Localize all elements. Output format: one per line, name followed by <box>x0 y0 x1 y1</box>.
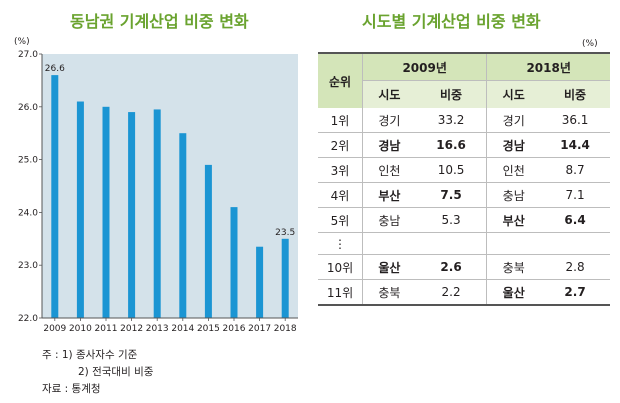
region-2009-cell: 충북 <box>361 279 416 306</box>
region-2018-cell: 인천 <box>486 157 541 183</box>
share-2009-cell: 2.2 <box>415 279 487 306</box>
share-2009-cell: 2.6 <box>415 254 487 280</box>
table-row: ⋮ <box>318 232 610 255</box>
share-2009-cell: 33.2 <box>415 108 487 133</box>
region-2018-cell: 울산 <box>486 279 541 306</box>
bar-2013 <box>153 109 161 318</box>
x-tick-label: 2017 <box>248 324 271 334</box>
share-2009-cell: 10.5 <box>415 157 487 183</box>
table-row: 11위 충북 2.2 울산 2.7 <box>318 279 610 306</box>
rank-header: 순위 <box>318 52 363 108</box>
share-2009-cell: 16.6 <box>415 132 487 158</box>
table-row: 3위 인천 10.5 인천 8.7 <box>318 157 610 183</box>
region-2009-cell: 충남 <box>361 207 416 233</box>
bar-2018 <box>281 238 289 318</box>
share-2009-cell: 7.5 <box>415 182 487 208</box>
share-2018-cell: 14.4 <box>540 132 610 158</box>
rank-cell: 5위 <box>318 207 363 233</box>
chart-unit: (%) <box>14 37 30 47</box>
x-tick-label: 2013 <box>146 324 169 334</box>
data-label: 26.6 <box>45 64 65 74</box>
region-2009-cell: 부산 <box>361 182 416 208</box>
x-tick-label: 2010 <box>69 324 92 334</box>
region-2018-cell: 부산 <box>486 207 541 233</box>
rank-cell: 2위 <box>318 132 363 158</box>
note-2: 2) 전국대비 비중 <box>78 366 154 378</box>
source-note: 자료 : 통계청 <box>42 383 101 395</box>
x-tick-label: 2015 <box>197 324 220 334</box>
table-unit: (%) <box>582 39 598 49</box>
rank-cell: 4위 <box>318 182 363 208</box>
region-2009-cell: 경남 <box>361 132 416 158</box>
region-2009-cell <box>361 232 416 255</box>
share-2018-cell <box>540 232 610 255</box>
y-tick-label: 23.0 <box>18 261 38 271</box>
rank-cell: 1위 <box>318 108 363 133</box>
year-header-2018: 2018년 <box>486 52 610 81</box>
share-2009-cell <box>415 232 487 255</box>
rank-table: 순위 2009년 2018년 시도 비중 시도 비중 1위 경기 33.2 경기 36.… <box>318 52 610 306</box>
bar-2017 <box>256 246 264 318</box>
plot-background <box>42 54 298 318</box>
y-tick-label: 22.0 <box>18 314 38 324</box>
share-2018-cell: 36.1 <box>540 108 610 133</box>
rank-cell: 10위 <box>318 254 363 280</box>
rank-cell: 3위 <box>318 157 363 183</box>
x-tick-label: 2009 <box>43 324 66 334</box>
bar-2012 <box>128 112 136 318</box>
y-tick-label: 26.0 <box>18 103 38 113</box>
table-row: 10위 울산 2.6 충북 2.8 <box>318 254 610 280</box>
table-row: 2위 경남 16.6 경남 14.4 <box>318 132 610 158</box>
share-2018-cell: 2.7 <box>540 279 610 306</box>
sub-header-share: 비중 <box>415 80 487 108</box>
sub-header-region: 시도 <box>361 80 416 108</box>
region-2018-cell: 경기 <box>486 108 541 133</box>
region-2009-cell: 울산 <box>361 254 416 280</box>
share-2018-cell: 8.7 <box>540 157 610 183</box>
bar-chart: 2009 26.6 2010 2011 2012 2013 2014 2015 2016 2017… <box>18 50 298 334</box>
bar-2014 <box>179 133 187 318</box>
region-2009-cell: 인천 <box>361 157 416 183</box>
x-tick-label: 2012 <box>120 324 143 334</box>
bar-2011 <box>102 106 110 318</box>
region-2018-cell: 충남 <box>486 182 541 208</box>
share-2018-cell: 2.8 <box>540 254 610 280</box>
table-row: 1위 경기 33.2 경기 36.1 <box>318 108 610 133</box>
y-tick-label: 25.0 <box>18 156 38 166</box>
table-row: 4위 부산 7.5 충남 7.1 <box>318 182 610 208</box>
note-1: 주 : 1) 종사자수 기준 <box>42 349 138 361</box>
y-tick-label: 27.0 <box>18 50 38 60</box>
y-tick-label: 24.0 <box>18 208 38 218</box>
share-2018-cell: 6.4 <box>540 207 610 233</box>
rank-cell: ⋮ <box>318 232 363 255</box>
sub-header-share: 비중 <box>540 80 610 108</box>
chart-title: 동남권 기계산업 비중 변화 <box>70 12 249 31</box>
rank-cell: 11위 <box>318 279 363 306</box>
bar-2009 <box>51 75 59 319</box>
share-2009-cell: 5.3 <box>415 207 487 233</box>
bar-2010 <box>76 101 84 319</box>
table-title: 시도별 기계산업 비중 변화 <box>362 12 541 31</box>
year-header-2009: 2009년 <box>361 52 487 81</box>
share-2018-cell: 7.1 <box>540 182 610 208</box>
x-tick-label: 2018 <box>274 324 297 334</box>
bar-2016 <box>230 207 238 318</box>
x-tick-label: 2014 <box>171 324 194 334</box>
region-2018-cell <box>486 232 541 255</box>
sub-header-region: 시도 <box>486 80 541 108</box>
region-2018-cell: 충북 <box>486 254 541 280</box>
x-tick-label: 2016 <box>223 324 246 334</box>
x-tick-label: 2011 <box>95 324 118 334</box>
bar-2015 <box>204 164 212 318</box>
data-label: 23.5 <box>275 228 295 238</box>
region-2018-cell: 경남 <box>486 132 541 158</box>
table-row: 5위 충남 5.3 부산 6.4 <box>318 207 610 233</box>
region-2009-cell: 경기 <box>361 108 416 133</box>
